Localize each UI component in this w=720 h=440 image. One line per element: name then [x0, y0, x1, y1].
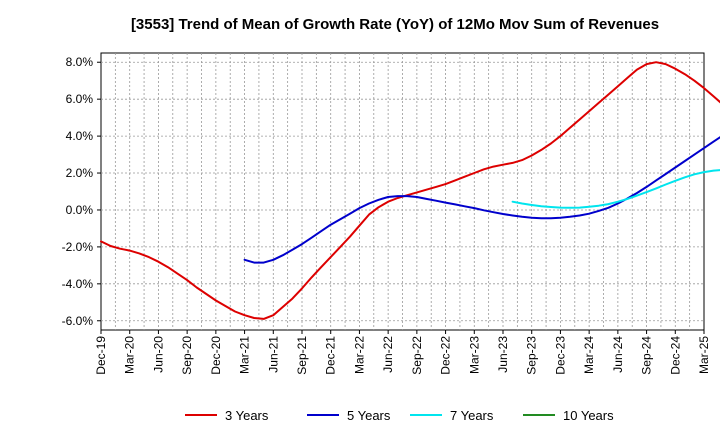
series-line-3-years: [100, 61, 720, 320]
x-tick-label: Sep-21: [295, 336, 309, 375]
x-tick-label: Dec-23: [553, 336, 567, 375]
y-tick-label: 8.0%: [66, 55, 94, 69]
x-tick-label: Sep-20: [180, 336, 194, 375]
x-tick-label: Dec-20: [209, 336, 223, 375]
x-axis: Dec-19 Mar-20 Jun-20 Sep-20 Dec-20 Mar-21 Jun-…: [94, 330, 711, 375]
x-tick-label: Jun-20: [151, 336, 165, 373]
x-tick-label: Jun-23: [496, 336, 510, 373]
series-lines: [100, 61, 720, 320]
x-tick-label: Mar-25: [697, 336, 711, 374]
y-tick-label: -6.0%: [62, 314, 94, 328]
legend-label: 7 Years: [450, 408, 494, 423]
x-tick-label: Mar-23: [467, 336, 481, 374]
series-line-5-years: [243, 136, 720, 264]
x-tick-label: Mar-21: [238, 336, 252, 374]
series-line-7-years: [511, 169, 720, 209]
gridlines: [101, 53, 704, 330]
legend-label: 5 Years: [347, 408, 391, 423]
x-tick-label: Dec-21: [324, 336, 338, 375]
legend: 3 Years 5 Years 7 Years 10 Years: [185, 408, 614, 423]
x-tick-label: Dec-24: [668, 336, 682, 375]
x-tick-label: Jun-22: [381, 336, 395, 373]
y-tick-label: 0.0%: [66, 203, 94, 217]
x-tick-label: Sep-23: [525, 336, 539, 375]
y-axis: -6.0% -4.0% -2.0% 0.0% 2.0% 4.0% 6.0% 8.0%: [62, 55, 101, 328]
x-tick-label: Mar-22: [352, 336, 366, 374]
x-tick-label: Jun-24: [611, 336, 625, 373]
x-tick-label: Dec-22: [439, 336, 453, 375]
chart-title: [3553] Trend of Mean of Growth Rate (YoY…: [131, 16, 659, 33]
y-tick-label: 4.0%: [66, 129, 94, 143]
y-tick-label: -4.0%: [62, 277, 94, 291]
x-tick-label: Jun-21: [266, 336, 280, 373]
x-tick-label: Mar-24: [582, 336, 596, 374]
x-tick-label: Sep-22: [410, 336, 424, 375]
x-tick-label: Dec-19: [94, 336, 108, 375]
x-tick-label: Mar-20: [123, 336, 137, 374]
y-tick-label: 6.0%: [66, 92, 94, 106]
legend-label: 10 Years: [563, 408, 614, 423]
y-tick-label: -2.0%: [62, 240, 94, 254]
y-tick-label: 2.0%: [66, 166, 94, 180]
x-tick-label: Sep-24: [640, 336, 654, 375]
legend-label: 3 Years: [225, 408, 269, 423]
